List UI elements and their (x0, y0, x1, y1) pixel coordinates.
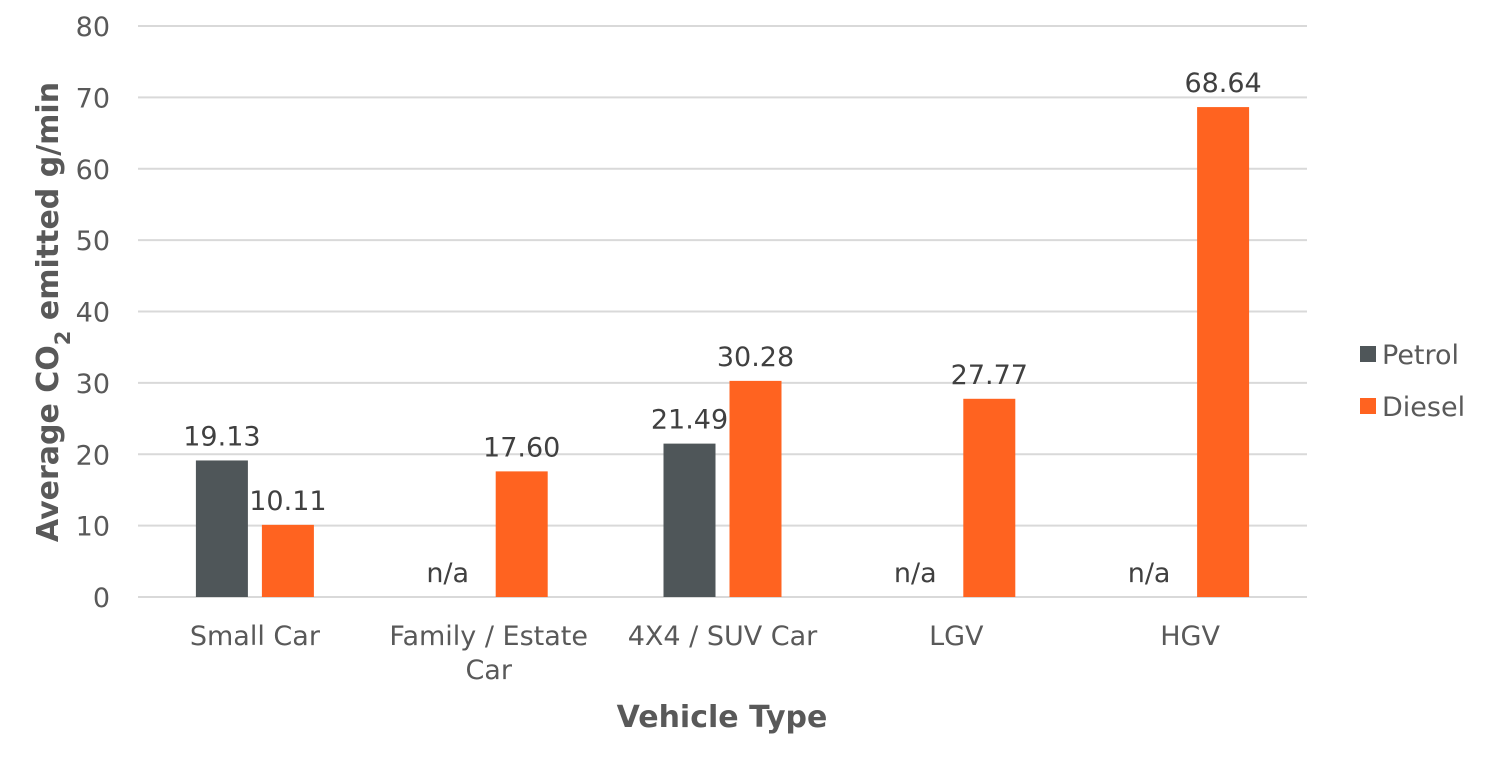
y-tick-label: 50 (76, 226, 110, 257)
legend: Petrol Diesel (1360, 340, 1465, 423)
y-axis-ticks: 0 10 20 30 40 50 60 70 80 (76, 12, 110, 614)
y-tick-label: 80 (76, 12, 110, 43)
data-label: 10.11 (249, 486, 326, 517)
x-axis-categories: Small Car Family / Estate Car 4X4 / SUV Car… (190, 621, 1221, 686)
data-label: 21.49 (651, 405, 728, 436)
bar-diesel (963, 398, 1016, 597)
y-axis-title: Average CO2 emitted g/min (31, 82, 75, 542)
data-label-na: n/a (1128, 558, 1171, 589)
y-axis-title-suffix: emitted g/min (31, 82, 66, 331)
y-axis-title-subscript: 2 (51, 331, 75, 346)
y-tick-label: 0 (93, 583, 110, 614)
x-category-label: HGV (1160, 621, 1220, 652)
data-label: 68.64 (1184, 68, 1261, 99)
data-label: 30.28 (717, 342, 794, 373)
bar-diesel (495, 471, 548, 597)
bar-petrol (663, 443, 716, 597)
y-tick-label: 30 (76, 369, 110, 400)
data-label-na: n/a (894, 558, 937, 589)
data-label: 17.60 (483, 432, 560, 463)
y-tick-label: 60 (76, 155, 110, 186)
y-tick-label: 40 (76, 298, 110, 329)
x-category-label-line: 4X4 / SUV Car (628, 621, 818, 652)
x-category-label-line: Car (465, 655, 512, 686)
bar-diesel (261, 524, 314, 597)
gridlines (138, 25, 1307, 598)
x-category-label: Family / Estate Car (389, 621, 588, 686)
x-category-label-line: HGV (1160, 621, 1220, 652)
x-category-label-line: Small Car (190, 621, 321, 652)
data-labels: 19.13 10.11 n/a 17.60 21.49 30.28 n/a 27.77 n/a 6… (183, 68, 1261, 589)
x-axis-title: Vehicle Type (617, 700, 828, 735)
x-category-label-line: LGV (929, 621, 984, 652)
x-category-label: 4X4 / SUV Car (628, 621, 818, 652)
legend-swatch-petrol (1360, 346, 1376, 362)
y-tick-label: 10 (76, 512, 110, 543)
x-category-label-line: Family / Estate (389, 621, 588, 652)
x-category-label: LGV (929, 621, 984, 652)
y-axis-title-prefix: Average CO (31, 345, 66, 542)
legend-label-petrol: Petrol (1382, 340, 1459, 371)
bar-diesel (1197, 107, 1250, 597)
data-label: 27.77 (951, 360, 1028, 391)
x-category-label: Small Car (190, 621, 321, 652)
bar-diesel (729, 380, 782, 597)
y-tick-label: 20 (76, 440, 110, 471)
data-label: 19.13 (183, 421, 260, 452)
bars (195, 107, 1250, 597)
data-label-na: n/a (426, 558, 469, 589)
legend-swatch-diesel (1360, 398, 1376, 414)
bar-petrol (195, 460, 248, 597)
legend-label-diesel: Diesel (1382, 392, 1465, 423)
y-tick-label: 70 (76, 83, 110, 114)
